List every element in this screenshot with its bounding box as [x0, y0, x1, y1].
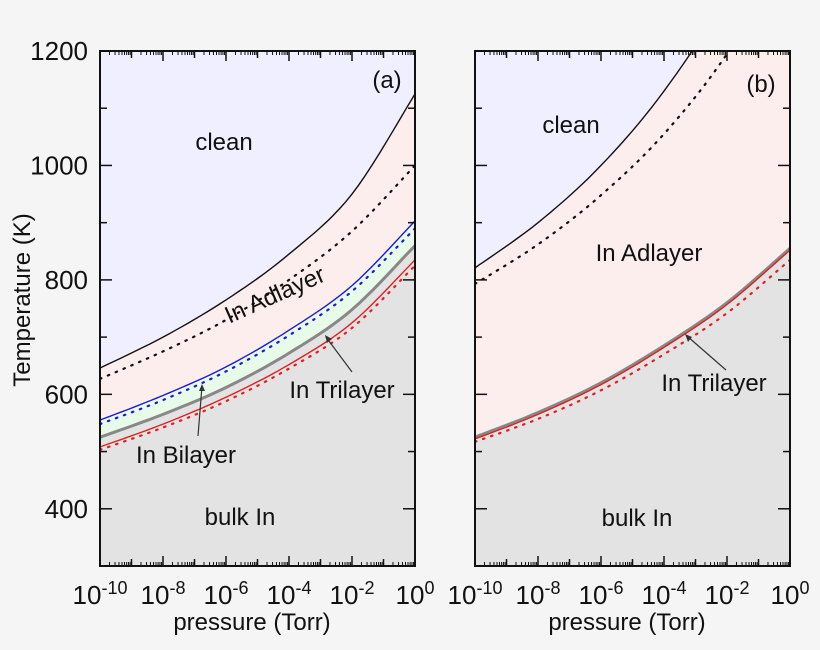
- arrowhead-trilayer-a: [325, 335, 332, 343]
- x-tick-label: 10-4: [642, 578, 687, 610]
- region-label-trilayer-b: In Trilayer: [661, 370, 766, 397]
- x-axis-label-b: pressure (Torr): [548, 609, 705, 636]
- arrowhead-bilayer-a: [199, 384, 205, 391]
- clean-region-a: [100, 51, 415, 368]
- x-tick-label: 10-6: [204, 578, 249, 610]
- bilayer-region-a: [100, 220, 415, 438]
- y-tick-label: 1200: [30, 36, 88, 66]
- phase-boundary-line: [100, 264, 415, 451]
- x-tick-label: 10-10: [448, 578, 503, 610]
- x-tick-label: 10-10: [73, 578, 128, 610]
- arrow-bilayer-a: [197, 385, 203, 437]
- panel-a: [100, 51, 415, 566]
- phase-boundary-line: [100, 259, 415, 448]
- phase-boundaries-b: [475, 51, 790, 443]
- phase-boundary-line: [475, 258, 790, 443]
- x-tick-label: 10-2: [705, 578, 750, 610]
- region-label-bulk-a: bulk In: [205, 504, 276, 531]
- panel-label-a: (a): [372, 67, 401, 94]
- phase-boundary-line: [475, 51, 731, 285]
- phase-boundary-line: [100, 93, 415, 369]
- x-tick-label: 100: [771, 578, 810, 610]
- axes: 10-10 10-8 10-6 10-4 10-2 100 10-10 10-8 10-6 10-…: [30, 36, 809, 610]
- region-label-clean-a: clean: [195, 129, 252, 156]
- clean-region-b: [475, 51, 693, 268]
- phase-boundaries-a: [100, 93, 415, 451]
- arrowhead-trilayer-b: [685, 334, 692, 342]
- phase-boundary-line: [475, 249, 790, 440]
- region-label-bilayer-a: In Bilayer: [136, 442, 236, 469]
- adlayer-region-a: [100, 93, 415, 421]
- arrow-trilayer-a: [325, 336, 353, 373]
- y-tick-label: 400: [45, 494, 88, 524]
- y-tick-label: 600: [45, 379, 88, 409]
- y-tick-label: 800: [45, 265, 88, 295]
- x-axis-label-a: pressure (Torr): [173, 609, 330, 636]
- y-tick-label: 1000: [30, 150, 88, 180]
- x-tick-label: 10-4: [267, 578, 312, 610]
- panel-label-b: (b): [746, 71, 775, 98]
- region-label-clean-b: clean: [542, 112, 599, 139]
- adlayer-region-b: [475, 51, 790, 438]
- region-label-trilayer-a: In Trilayer: [289, 377, 394, 404]
- x-tick-label: 100: [396, 578, 435, 610]
- y-axis-label: Temperature (K): [9, 213, 36, 386]
- x-tick-label: 10-8: [516, 578, 561, 610]
- panel-b: [475, 51, 790, 566]
- phase-boundary-line: [475, 51, 693, 269]
- phase-boundary-line: [100, 220, 415, 421]
- region-label-bulk-b: bulk In: [602, 505, 673, 532]
- x-tick-label: 10-8: [141, 578, 186, 610]
- arrow-trilayer-b: [686, 335, 727, 371]
- phase-boundary-line: [100, 244, 415, 439]
- phase-boundary-line: [100, 227, 415, 426]
- region-label-adlayer-b: In Adlayer: [596, 240, 703, 267]
- x-tick-label: 10-6: [579, 578, 624, 610]
- phase-boundary-line: [475, 247, 790, 439]
- x-tick-label: 10-2: [330, 578, 375, 610]
